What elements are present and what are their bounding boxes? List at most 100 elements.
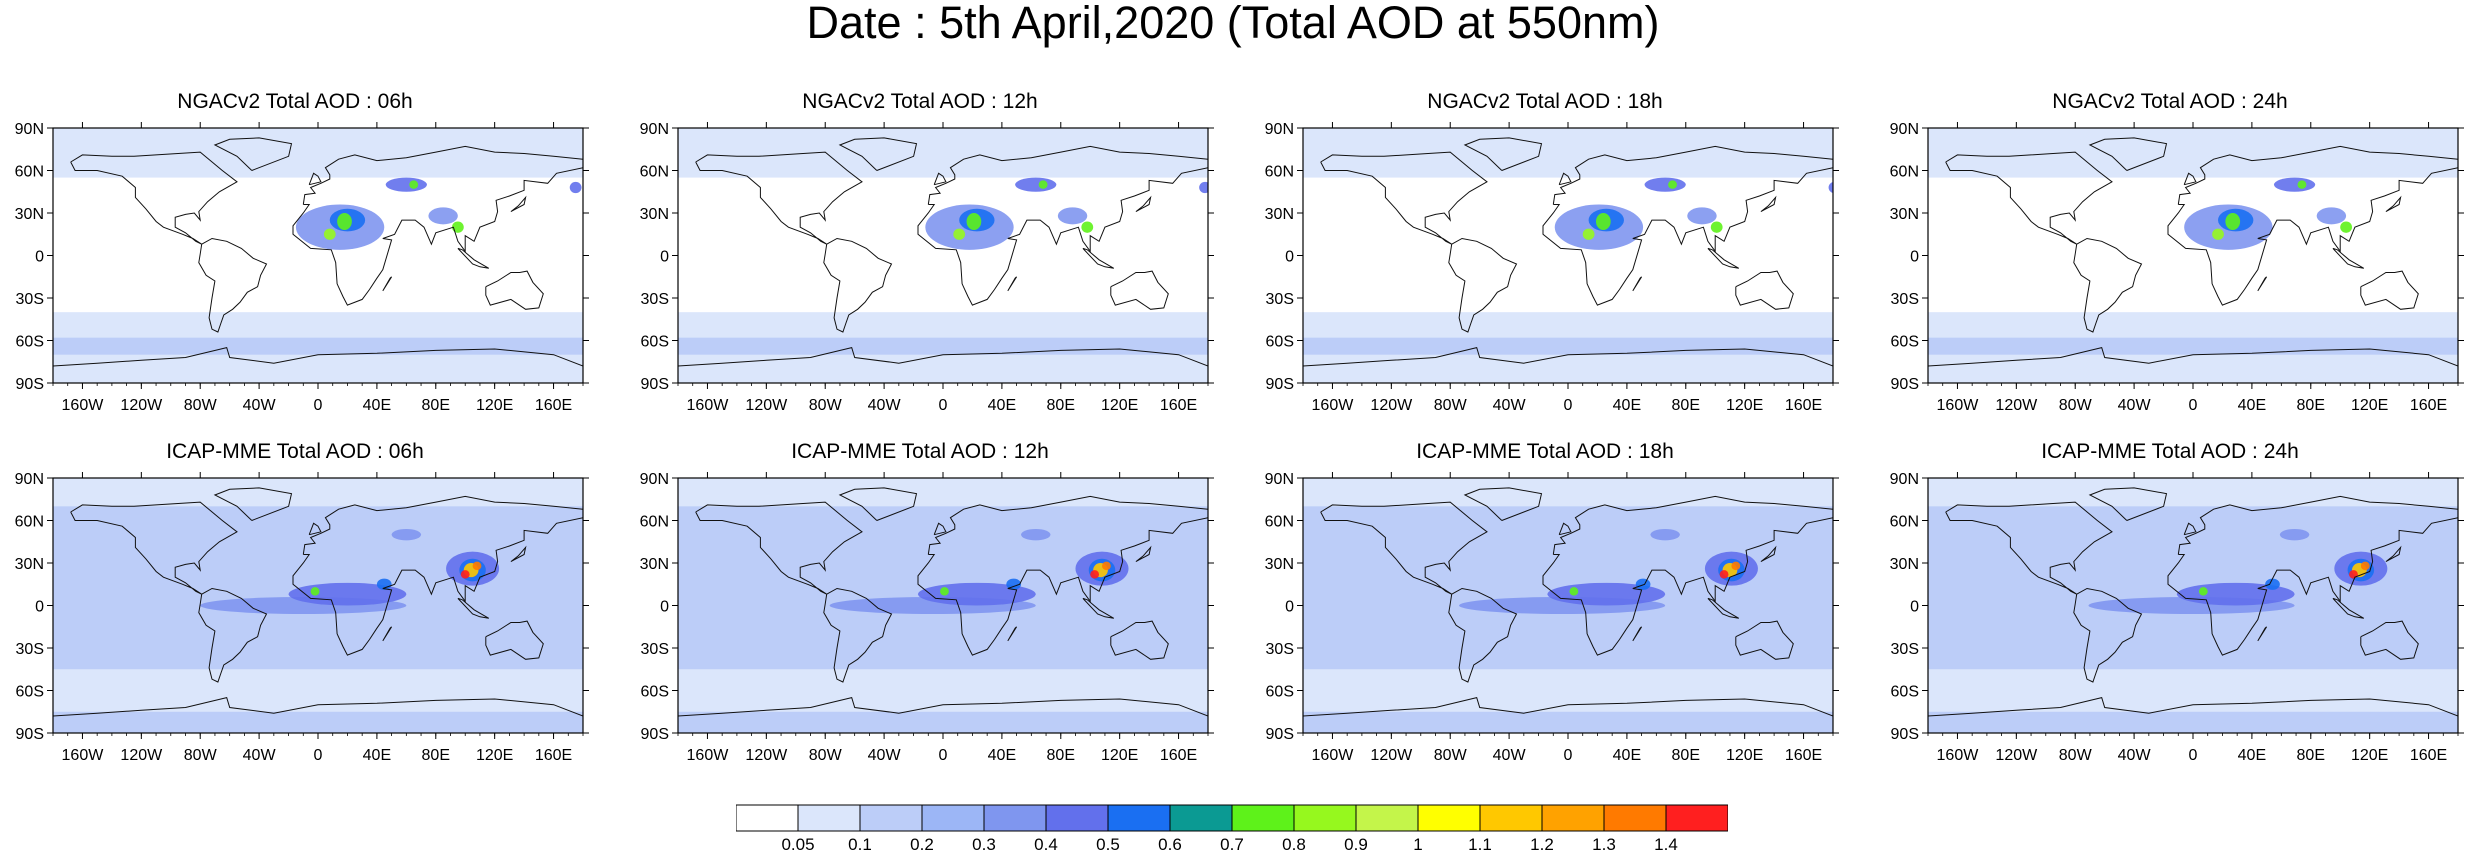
lon-tick-label: 80E	[1672, 397, 1700, 414]
map-panel-icap-mme-3: ICAP-MME Total AOD : 18h 90N 60N 30N 0 30S 60S…	[1250, 440, 1840, 764]
lon-tick-label: 160W	[62, 747, 105, 764]
lat-tick-label: 60N	[1890, 164, 1919, 181]
lon-tick-label: 80E	[422, 397, 450, 414]
lat-tick-label: 90N	[640, 121, 669, 138]
lat-tick-label: 0	[1285, 249, 1294, 266]
lon-tick-label: 120E	[476, 747, 513, 764]
lat-tick-label: 0	[660, 249, 669, 266]
coastline	[838, 137, 918, 171]
lon-tick-label: 40E	[363, 397, 391, 414]
coastline	[198, 587, 268, 683]
aod-plume	[1081, 221, 1094, 233]
colorbar-label: 0.3	[972, 835, 996, 854]
lon-tick-label: 120W	[745, 747, 788, 764]
aod-band	[1928, 337, 2458, 355]
lon-tick-label: 0	[939, 747, 948, 764]
coastline	[1707, 597, 1740, 619]
map-panel-ngacv2-3: NGACv2 Total AOD : 18h 90N 60N 30N 0 30S 60S 90…	[1250, 90, 1840, 414]
aod-plume	[2273, 177, 2316, 192]
map-panel-icap-mme-1: ICAP-MME Total AOD : 06h 90N 60N 30N 0 30S 60S…	[0, 440, 590, 764]
lat-tick-label: 30N	[1890, 556, 1919, 573]
lat-tick-label: 90S	[641, 726, 669, 743]
lon-tick-label: 0	[2189, 397, 2198, 414]
colorbar-swatch	[1355, 804, 1419, 832]
coastline	[485, 270, 544, 310]
coastline	[1735, 270, 1794, 310]
lon-tick-label: 80E	[2297, 747, 2325, 764]
lat-tick-label: 30S	[641, 641, 669, 658]
lon-tick-label: 80W	[809, 397, 843, 414]
lat-tick-label: 30S	[1891, 291, 1919, 308]
lon-tick-label: 160E	[1160, 747, 1197, 764]
lat-tick-label: 30S	[1266, 291, 1294, 308]
coastline	[2385, 545, 2402, 563]
aod-plume	[1731, 561, 1741, 571]
aod-plume	[1635, 578, 1651, 590]
coastline	[457, 247, 490, 269]
lon-tick-label: 160E	[1160, 397, 1197, 414]
lon-tick-label: 40E	[2238, 747, 2266, 764]
aod-band	[1928, 128, 2458, 178]
aod-plume	[1710, 221, 1723, 233]
lat-tick-label: 90N	[640, 471, 669, 488]
aod-map: 90N 60N 30N 0 30S 60S 90S 160W 120W 80W 40W 0 40E 80E…	[15, 121, 589, 414]
coastline	[933, 172, 947, 186]
colorbar-label: 1.1	[1468, 835, 1492, 854]
aod-plume	[409, 180, 419, 189]
aod-plume	[2297, 180, 2307, 189]
lon-tick-label: 40W	[243, 397, 277, 414]
aod-band	[678, 337, 1208, 355]
coastline	[70, 151, 238, 245]
coastline	[1110, 270, 1169, 310]
coastline	[1463, 137, 1543, 171]
lon-tick-label: 160E	[1785, 747, 1822, 764]
aod-band	[53, 669, 583, 712]
colorbar-label: 1	[1413, 835, 1423, 854]
aod-plume	[337, 213, 352, 230]
lon-tick-label: 40W	[1493, 747, 1527, 764]
aod-plume	[2349, 570, 2358, 579]
aod-plume	[1668, 180, 1677, 189]
aod-band	[1928, 669, 2458, 712]
coastline	[1303, 347, 1833, 367]
lat-tick-label: 60N	[640, 164, 669, 181]
lon-tick-label: 160W	[1937, 397, 1980, 414]
lon-tick-label: 40W	[243, 747, 277, 764]
lon-tick-label: 0	[1564, 747, 1573, 764]
lon-tick-label: 120E	[1726, 747, 1763, 764]
aod-plume	[2340, 221, 2352, 233]
lat-tick-label: 30S	[1891, 641, 1919, 658]
aod-map: 90N 60N 30N 0 30S 60S 90S 160W 120W 80W 40W 0 40E 80E…	[640, 471, 1214, 764]
panel-title: ICAP-MME Total AOD : 18h	[1416, 440, 1674, 463]
lon-tick-label: 120W	[120, 747, 163, 764]
coastline	[308, 172, 322, 186]
lat-tick-label: 30S	[16, 291, 44, 308]
lat-tick-label: 60S	[16, 684, 44, 701]
lon-tick-label: 40W	[868, 397, 902, 414]
coastline	[2385, 195, 2402, 213]
coastline	[198, 237, 268, 333]
lon-tick-label: 80W	[184, 747, 218, 764]
coastline	[1320, 151, 1488, 245]
aod-plume	[966, 213, 982, 230]
coastline	[2257, 626, 2268, 642]
colorbar-label: 1.3	[1592, 835, 1616, 854]
coastline	[53, 697, 583, 717]
map-panel-ngacv2-1: NGACv2 Total AOD : 06h 90N 60N 30N 0 30S 60S 90…	[0, 90, 590, 414]
coastline	[917, 495, 1208, 656]
lon-tick-label: 0	[2189, 747, 2198, 764]
aod-band	[53, 337, 583, 355]
lon-tick-label: 40W	[2118, 747, 2152, 764]
colorbar-swatch	[983, 804, 1047, 832]
coastline	[1945, 151, 2113, 245]
lat-tick-label: 0	[35, 599, 44, 616]
aod-map: 90N 60N 30N 0 30S 60S 90S 160W 120W 80W 40W 0 40E 80E…	[1890, 121, 2464, 414]
lon-tick-label: 120E	[1726, 397, 1763, 414]
lat-tick-label: 30N	[1265, 206, 1294, 223]
aod-band	[53, 128, 583, 178]
aod-plume	[1102, 561, 1111, 571]
colorbar-labels: 0.05 0.1 0.2 0.3 0.4 0.5 0.6 0.7 0.8 0.9 1 1.1 1.2 1.…	[736, 836, 1728, 854]
lon-tick-label: 40W	[868, 747, 902, 764]
lon-tick-label: 0	[314, 747, 323, 764]
coastline	[2183, 522, 2197, 536]
